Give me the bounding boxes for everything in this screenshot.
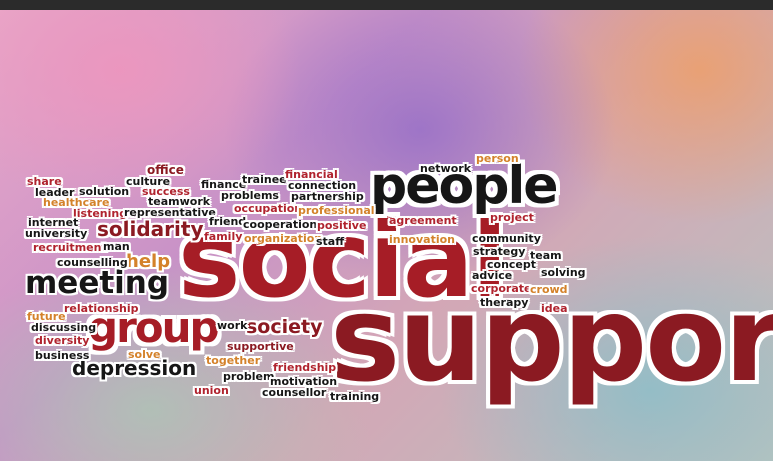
word-diversity: diversity xyxy=(35,334,90,347)
word-office: office xyxy=(147,163,184,177)
word-strategy: strategy xyxy=(473,245,526,258)
word-family: family xyxy=(204,230,243,243)
word-meeting: meeting xyxy=(25,265,170,301)
word-work: work xyxy=(217,319,248,332)
word-trainee: trainee xyxy=(242,173,287,186)
word-society: society xyxy=(246,316,323,338)
word-listening: listening xyxy=(73,207,128,220)
word-idea: idea xyxy=(541,302,568,315)
word-teamwork: teamwork xyxy=(148,195,211,208)
word-partnership: partnership xyxy=(291,190,364,203)
word-staff: staff xyxy=(316,235,345,248)
word-union: union xyxy=(194,384,229,397)
word-internet: internet xyxy=(28,216,79,229)
word-community: community xyxy=(472,232,541,245)
word-support: support xyxy=(330,270,773,408)
word-concept: concept xyxy=(487,258,537,271)
word-solidarity: solidarity xyxy=(97,217,204,241)
word-connection: connection xyxy=(288,179,357,192)
word-culture: culture xyxy=(126,175,171,188)
word-person: person xyxy=(476,152,519,165)
word-crowd: crowd xyxy=(530,283,568,296)
word-motivation: motivation xyxy=(270,375,338,388)
blurred-background xyxy=(0,10,773,461)
word-corporate: corporate xyxy=(471,282,532,295)
word-solving: solving xyxy=(541,266,586,279)
word-people: people xyxy=(370,156,559,216)
word-help: help xyxy=(126,251,171,272)
word-finance: finance xyxy=(201,178,247,191)
word-advice: advice xyxy=(472,269,513,282)
word-group: group xyxy=(88,303,220,352)
word-positive: positive xyxy=(317,219,367,232)
word-representative: representative xyxy=(124,206,216,219)
word-solve: solve xyxy=(128,348,161,361)
word-counsellor: counsellor xyxy=(262,386,327,399)
word-problem: problem xyxy=(223,370,275,383)
word-agreement: agreement xyxy=(389,214,457,227)
word-future: future xyxy=(27,310,66,323)
word-counselling: counselling xyxy=(57,256,128,269)
word-occupation: occupation xyxy=(234,202,303,215)
word-organization: organization xyxy=(244,232,323,245)
word-man: man xyxy=(103,240,130,253)
word-healthcare: healthcare xyxy=(43,196,110,209)
word-financial: financial xyxy=(285,168,338,181)
word-leader: leader xyxy=(35,186,75,199)
word-innovation: innovation xyxy=(389,233,455,246)
word-recruitment: recruitment xyxy=(33,241,107,254)
word-social: social xyxy=(178,199,508,321)
word-problems: problems xyxy=(221,189,279,202)
word-relationship: relationship xyxy=(64,302,139,315)
word-professional: professional xyxy=(298,204,375,217)
word-depression: depression xyxy=(72,356,197,380)
word-together: together xyxy=(206,354,261,367)
word-discussing: discussing xyxy=(31,321,97,334)
word-university: university xyxy=(25,227,88,240)
word-solution: solution xyxy=(79,185,130,198)
word-supportive: supportive xyxy=(227,340,294,353)
word-share: share xyxy=(27,175,62,188)
word-team: team xyxy=(530,249,562,262)
word-training: training xyxy=(330,390,380,403)
word-business: business xyxy=(35,349,90,362)
top-bar xyxy=(0,0,773,10)
word-therapy: therapy xyxy=(480,296,529,309)
word-project: project xyxy=(490,211,534,224)
word-friendship: friendship xyxy=(273,361,337,374)
word-success: success xyxy=(142,185,190,198)
word-friend: friend xyxy=(209,215,247,228)
word-cooperation: cooperation xyxy=(243,218,318,231)
word-network: network xyxy=(420,162,472,175)
